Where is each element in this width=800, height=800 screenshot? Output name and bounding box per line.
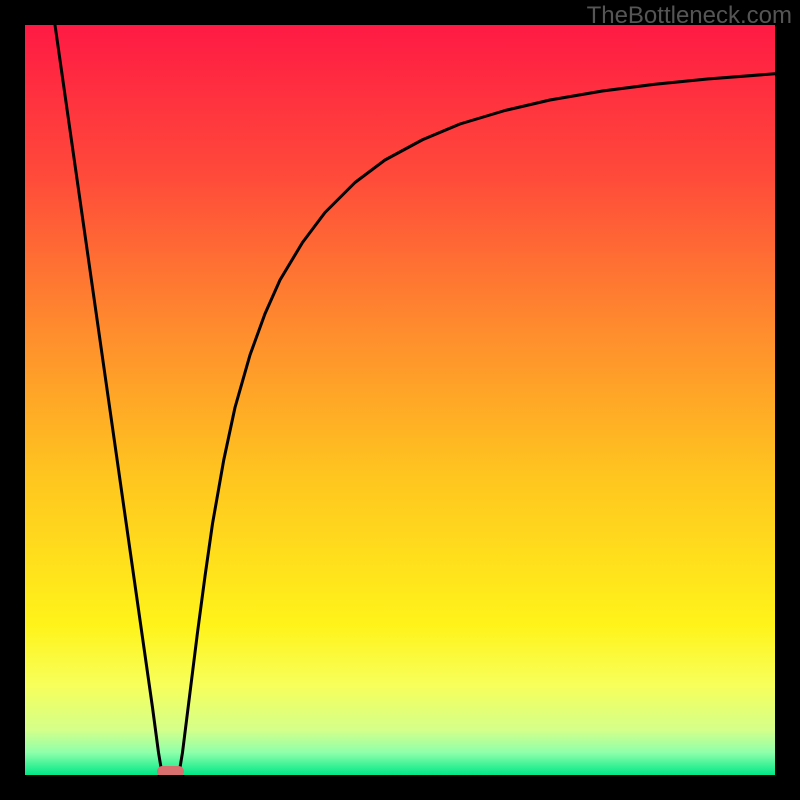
chart-root: TheBottleneck.com xyxy=(0,0,800,800)
axis-border-bottom xyxy=(0,775,800,800)
axis-border-right xyxy=(775,0,800,800)
axis-border-left xyxy=(0,0,25,800)
watermark-text: TheBottleneck.com xyxy=(587,2,792,30)
bottleneck-curve xyxy=(55,25,775,775)
curve-layer xyxy=(0,0,800,800)
